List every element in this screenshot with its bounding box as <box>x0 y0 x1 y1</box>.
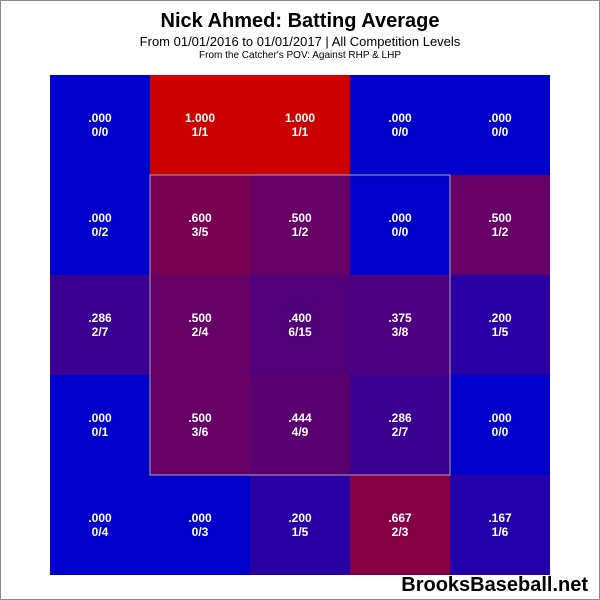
zone-cell-3-0 <box>50 375 150 475</box>
zone-ratio-label-2-0: 2/7 <box>92 325 109 339</box>
zone-cell-2-2 <box>250 275 350 375</box>
zone-ratio-label-0-4: 0/0 <box>492 125 509 139</box>
chart-subtitle: From 01/01/2016 to 01/01/2017 | All Comp… <box>139 34 461 49</box>
chart-title: Nick Ahmed: Batting Average <box>160 10 440 32</box>
zone-avg-label-2-3: .375 <box>388 311 412 325</box>
zone-avg-label-2-2: .400 <box>288 311 312 325</box>
zone-cell-3-4 <box>450 375 550 475</box>
watermark: BrooksBaseball.net <box>401 574 588 596</box>
zone-ratio-label-4-0: 0/4 <box>92 525 109 539</box>
zone-ratio-label-3-4: 0/0 <box>492 425 509 439</box>
zone-ratio-label-0-2: 1/1 <box>292 125 309 139</box>
zone-ratio-label-1-1: 3/5 <box>192 225 209 239</box>
zone-ratio-label-4-4: 1/6 <box>492 525 509 539</box>
zone-cell-0-3 <box>350 75 450 175</box>
zone-cell-1-3 <box>350 175 450 275</box>
zone-avg-label-1-3: .000 <box>388 211 412 225</box>
zone-cell-1-1 <box>150 175 250 275</box>
zone-avg-label-4-4: .167 <box>488 511 512 525</box>
zone-ratio-label-4-1: 0/3 <box>192 525 209 539</box>
zone-cell-4-4 <box>450 475 550 575</box>
zone-ratio-label-3-1: 3/6 <box>192 425 209 439</box>
zone-ratio-label-3-2: 4/9 <box>292 425 309 439</box>
zone-avg-label-3-2: .444 <box>288 411 312 425</box>
zone-avg-label-0-3: .000 <box>388 111 412 125</box>
zone-cell-4-0 <box>50 475 150 575</box>
zone-cell-3-3 <box>350 375 450 475</box>
zone-cell-4-3 <box>350 475 450 575</box>
zone-avg-label-0-0: .000 <box>88 111 112 125</box>
zone-cell-1-4 <box>450 175 550 275</box>
zone-ratio-label-0-0: 0/0 <box>92 125 109 139</box>
zone-avg-label-3-0: .000 <box>88 411 112 425</box>
zone-avg-label-3-1: .500 <box>188 411 212 425</box>
zone-avg-label-1-0: .000 <box>88 211 112 225</box>
zone-ratio-label-2-4: 1/5 <box>492 325 509 339</box>
chart-note: From the Catcher's POV: Against RHP & LH… <box>199 50 401 61</box>
zone-avg-label-1-1: .600 <box>188 211 212 225</box>
zone-cell-3-2 <box>250 375 350 475</box>
zone-avg-label-0-1: 1.000 <box>185 111 215 125</box>
zone-avg-label-3-4: .000 <box>488 411 512 425</box>
zone-cell-4-1 <box>150 475 250 575</box>
zone-ratio-label-2-1: 2/4 <box>192 325 209 339</box>
zone-ratio-label-2-3: 3/8 <box>392 325 409 339</box>
zone-avg-label-4-2: .200 <box>288 511 312 525</box>
zone-cell-2-1 <box>150 275 250 375</box>
zone-cell-2-3 <box>350 275 450 375</box>
zone-avg-label-1-2: .500 <box>288 211 312 225</box>
zone-cell-1-2 <box>250 175 350 275</box>
zone-ratio-label-0-3: 0/0 <box>392 125 409 139</box>
zone-avg-label-4-1: .000 <box>188 511 212 525</box>
zone-ratio-label-0-1: 1/1 <box>192 125 209 139</box>
zone-cell-2-4 <box>450 275 550 375</box>
zone-ratio-label-3-3: 2/7 <box>392 425 409 439</box>
zone-avg-label-4-3: .667 <box>388 511 412 525</box>
zone-ratio-label-1-4: 1/2 <box>492 225 509 239</box>
zone-cell-2-0 <box>50 275 150 375</box>
zone-avg-label-2-4: .200 <box>488 311 512 325</box>
zone-cell-0-4 <box>450 75 550 175</box>
zone-avg-label-0-4: .000 <box>488 111 512 125</box>
zone-ratio-label-2-2: 6/15 <box>288 325 312 339</box>
zone-avg-label-0-2: 1.000 <box>285 111 315 125</box>
zone-cell-1-0 <box>50 175 150 275</box>
zone-ratio-label-3-0: 0/1 <box>92 425 109 439</box>
zone-cell-4-2 <box>250 475 350 575</box>
zone-avg-label-2-1: .500 <box>188 311 212 325</box>
zone-avg-label-3-3: .286 <box>388 411 412 425</box>
zone-cell-0-1 <box>150 75 250 175</box>
zone-cell-3-1 <box>150 375 250 475</box>
zone-ratio-label-1-3: 0/0 <box>392 225 409 239</box>
zone-avg-label-2-0: .286 <box>88 311 112 325</box>
strike-zone-outline <box>149 174 451 476</box>
zone-ratio-label-1-2: 1/2 <box>292 225 309 239</box>
zone-cell-0-0 <box>50 75 150 175</box>
zone-avg-label-4-0: .000 <box>88 511 112 525</box>
zone-avg-label-1-4: .500 <box>488 211 512 225</box>
zone-ratio-label-1-0: 0/2 <box>92 225 109 239</box>
zone-ratio-label-4-3: 2/3 <box>392 525 409 539</box>
zone-cell-0-2 <box>250 75 350 175</box>
zone-ratio-label-4-2: 1/5 <box>292 525 309 539</box>
